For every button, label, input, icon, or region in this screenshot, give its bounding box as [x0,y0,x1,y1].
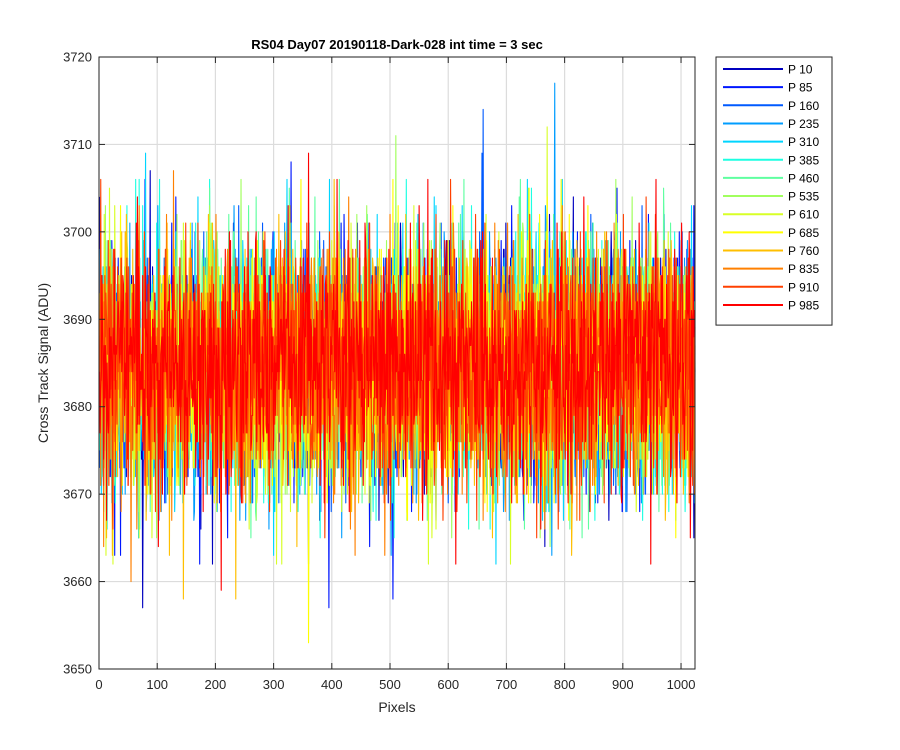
x-tick-label: 1000 [667,677,696,692]
x-tick-label: 800 [554,677,576,692]
x-tick-label: 500 [379,677,401,692]
y-tick-label: 3670 [63,487,92,502]
chart-title: RS04 Day07 20190118-Dark-028 int time = … [251,37,543,52]
legend-label: P 310 [788,135,819,149]
x-tick-label: 400 [321,677,343,692]
axis-ticks: 0 100 200 300 400 500 600 700 800 900 1000 3650 3660… [63,50,695,693]
x-axis-label: Pixels [378,699,415,715]
y-tick-label: 3680 [63,399,92,414]
x-tick-label: 700 [496,677,518,692]
y-tick-label: 3660 [63,574,92,589]
y-tick-label: 3700 [63,224,92,239]
y-tick-label: 3710 [63,137,92,152]
y-tick-label: 3720 [63,50,92,65]
legend-box [715,56,833,326]
x-tick-label: 100 [146,677,168,692]
legend-label: P 235 [788,117,819,131]
axes-frame [98,56,696,670]
x-tick-label: 600 [437,677,459,692]
legend-label: P 685 [788,226,819,240]
legend-label: P 985 [788,298,819,312]
x-tick-label: 300 [263,677,285,692]
legend: P 10 P 85 P 160 P 235 P 310 P 385 P 460 P 535 P … [715,56,833,326]
legend-label: P 385 [788,153,819,167]
legend-label: P 460 [788,171,819,185]
data-series [99,82,696,644]
legend-label: P 10 [788,63,813,77]
y-tick-label: 3650 [63,662,92,677]
y-axis-label: Cross Track Signal (ADU) [35,283,51,443]
x-tick-label: 900 [612,677,634,692]
legend-label: P 85 [788,81,813,95]
x-tick-label: 200 [205,677,227,692]
legend-label: P 835 [788,262,819,276]
legend-label: P 160 [788,99,819,113]
legend-label: P 760 [788,244,819,258]
series-line [99,152,696,591]
x-tick-label: 0 [95,677,102,692]
legend-label: P 610 [788,208,819,222]
legend-label: P 910 [788,280,819,294]
y-tick-label: 3690 [63,312,92,327]
legend-label: P 535 [788,190,819,204]
